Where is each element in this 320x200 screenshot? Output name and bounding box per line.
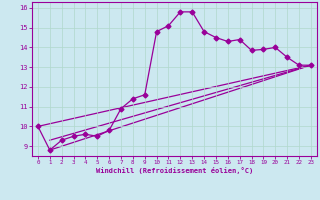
- X-axis label: Windchill (Refroidissement éolien,°C): Windchill (Refroidissement éolien,°C): [96, 167, 253, 174]
